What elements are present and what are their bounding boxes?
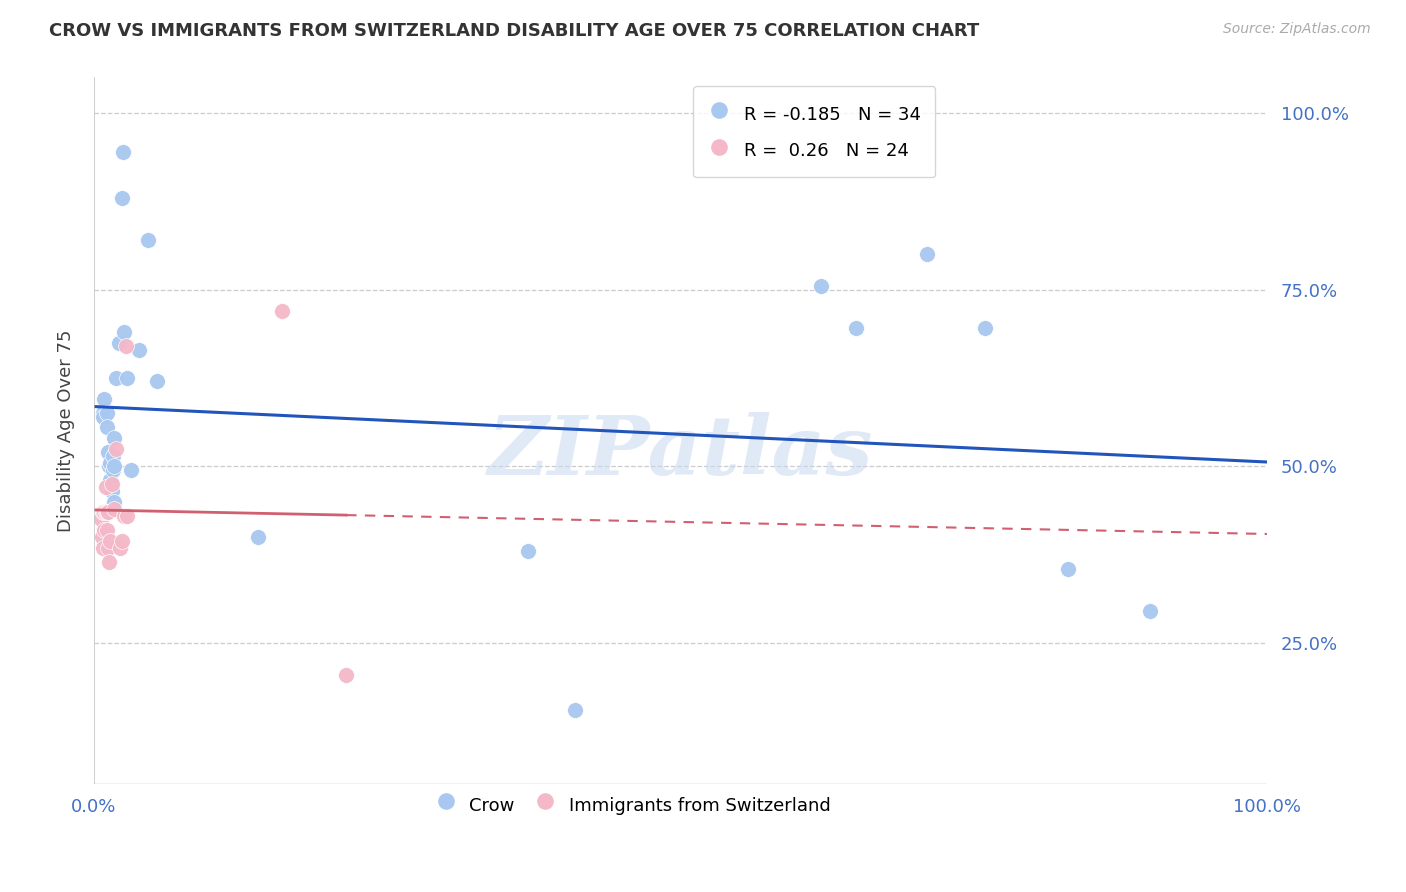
Point bbox=[111, 533, 134, 548]
Point bbox=[93, 392, 115, 406]
Point bbox=[96, 420, 118, 434]
Point bbox=[105, 442, 128, 456]
Point bbox=[845, 321, 868, 335]
Legend: Crow, Immigrants from Switzerland: Crow, Immigrants from Switzerland bbox=[429, 785, 838, 825]
Point bbox=[98, 459, 121, 474]
Point bbox=[810, 279, 832, 293]
Point bbox=[335, 668, 357, 682]
Text: CROW VS IMMIGRANTS FROM SWITZERLAND DISABILITY AGE OVER 75 CORRELATION CHART: CROW VS IMMIGRANTS FROM SWITZERLAND DISA… bbox=[49, 22, 980, 40]
Point bbox=[564, 703, 586, 717]
Point bbox=[101, 449, 124, 463]
Point bbox=[96, 523, 118, 537]
Point bbox=[112, 325, 135, 339]
Point bbox=[91, 406, 114, 420]
Y-axis label: Disability Age Over 75: Disability Age Over 75 bbox=[58, 330, 75, 533]
Point bbox=[101, 463, 124, 477]
Point bbox=[100, 483, 122, 498]
Point bbox=[103, 494, 125, 508]
Point bbox=[91, 409, 114, 424]
Point bbox=[97, 505, 120, 519]
Point bbox=[108, 541, 131, 555]
Point bbox=[98, 474, 121, 488]
Point bbox=[98, 533, 121, 548]
Point bbox=[103, 459, 125, 474]
Point bbox=[111, 191, 134, 205]
Point bbox=[105, 371, 128, 385]
Point bbox=[93, 523, 115, 537]
Point bbox=[112, 508, 135, 523]
Point bbox=[915, 247, 938, 261]
Point bbox=[974, 321, 997, 335]
Point bbox=[98, 456, 121, 470]
Point bbox=[91, 505, 114, 519]
Point bbox=[128, 343, 150, 357]
Point bbox=[98, 555, 121, 569]
Point bbox=[516, 544, 538, 558]
Point bbox=[91, 541, 114, 555]
Point bbox=[270, 303, 292, 318]
Point bbox=[146, 375, 169, 389]
Point bbox=[96, 406, 118, 420]
Text: Source: ZipAtlas.com: Source: ZipAtlas.com bbox=[1223, 22, 1371, 37]
Point bbox=[94, 481, 117, 495]
Point bbox=[100, 477, 122, 491]
Point bbox=[91, 530, 114, 544]
Point bbox=[136, 233, 159, 247]
Point bbox=[114, 339, 136, 353]
Point bbox=[115, 508, 138, 523]
Point bbox=[1139, 604, 1161, 618]
Point bbox=[97, 445, 120, 459]
Point bbox=[1056, 562, 1078, 576]
Point bbox=[107, 335, 129, 350]
Point bbox=[115, 371, 138, 385]
Point bbox=[121, 463, 143, 477]
Point bbox=[90, 512, 112, 526]
Point bbox=[96, 505, 118, 519]
Point bbox=[103, 501, 125, 516]
Point bbox=[97, 541, 120, 555]
Point bbox=[247, 530, 270, 544]
Point bbox=[93, 505, 115, 519]
Text: ZIPatlas: ZIPatlas bbox=[488, 412, 873, 492]
Point bbox=[112, 145, 135, 159]
Point bbox=[94, 505, 117, 519]
Point bbox=[103, 431, 125, 445]
